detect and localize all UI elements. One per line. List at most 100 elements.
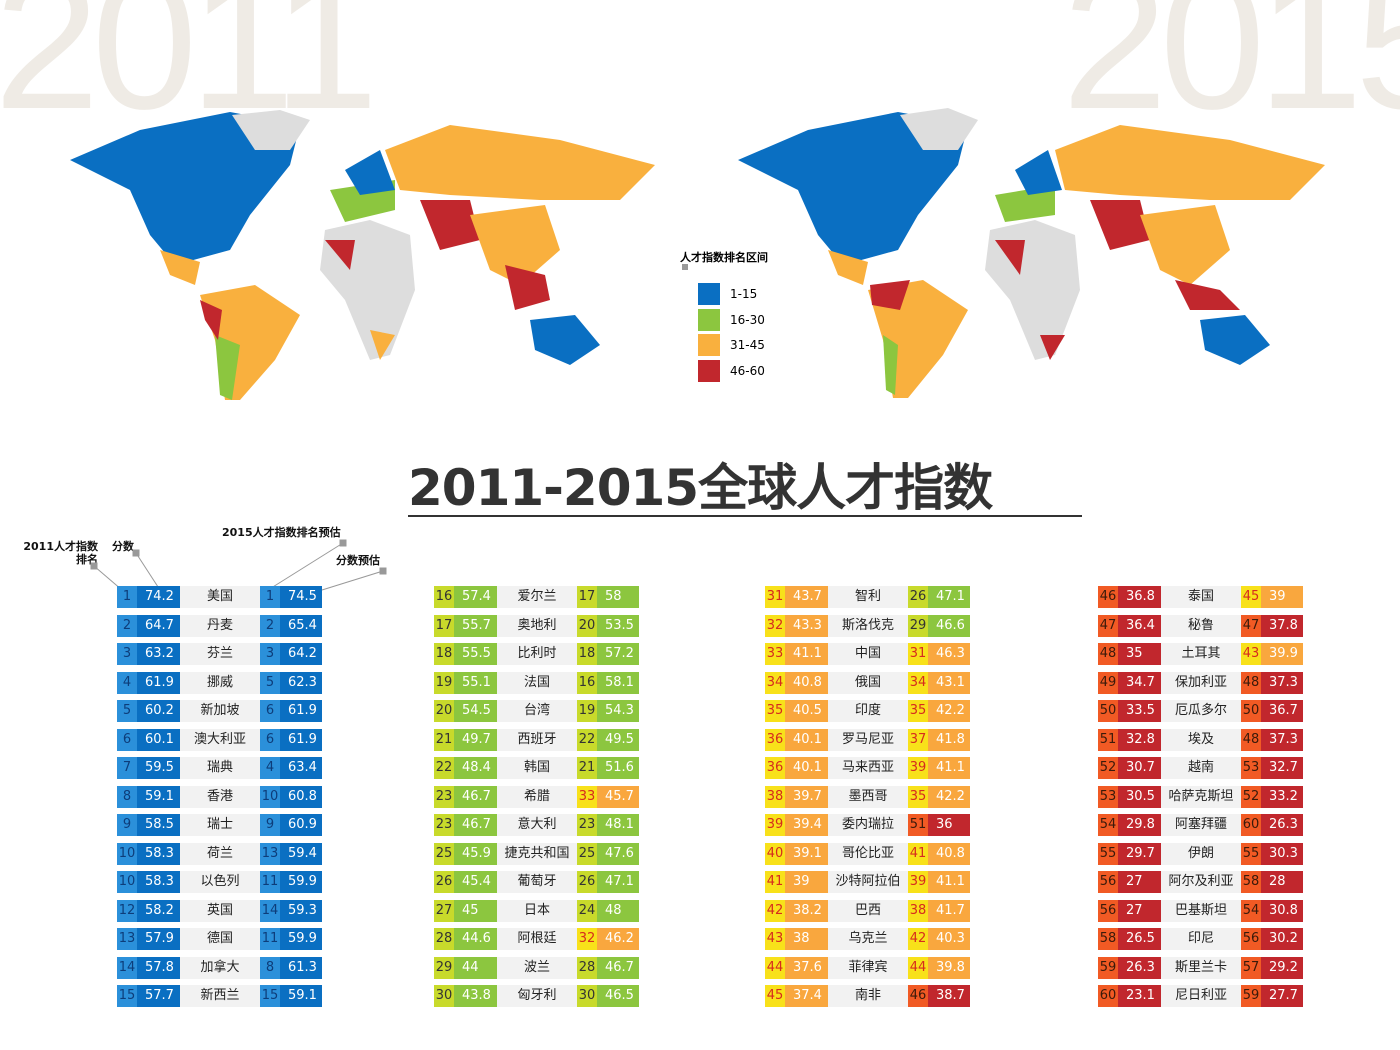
- score-2015: 59.9: [280, 871, 322, 893]
- country: 德国: [180, 928, 260, 950]
- score-2015: 51.6: [597, 757, 639, 779]
- score-2015: 28: [1261, 871, 1303, 893]
- rank-2011: 13: [117, 928, 137, 950]
- score-2011: 46.7: [454, 785, 497, 808]
- column-label: 2015人才指数排名预估: [222, 526, 341, 539]
- rank-2015: 13: [260, 842, 280, 865]
- rank-2011: 19: [434, 671, 454, 694]
- rank-2015: 37: [908, 728, 928, 751]
- rank-2011: 20: [434, 700, 454, 722]
- rank-2011: 53: [1098, 785, 1118, 808]
- country: 爱尔兰: [497, 586, 577, 608]
- score-2011: 23.1: [1118, 985, 1161, 1007]
- rank-2011: 3: [117, 643, 137, 665]
- score-2015: 62.3: [280, 671, 322, 694]
- score-2011: 57.7: [137, 985, 180, 1007]
- score-2015: 59.1: [280, 985, 322, 1007]
- score-2015: 37.8: [1261, 614, 1303, 637]
- rank-2011: 52: [1098, 757, 1118, 779]
- score-2011: 36.4: [1118, 614, 1161, 637]
- legend-label: 1-15: [730, 287, 758, 301]
- rank-2011: 10: [117, 842, 137, 865]
- score-2011: 45: [454, 899, 497, 922]
- rank-2011: 32: [765, 614, 785, 637]
- score-2011: 54.5: [454, 700, 497, 722]
- country: 巴西: [828, 899, 908, 922]
- rank-2011: 42: [765, 899, 785, 922]
- score-2015: 60.9: [280, 814, 322, 836]
- country: 罗马尼亚: [828, 728, 908, 751]
- score-2011: 40.8: [785, 671, 828, 694]
- rank-2015: 57: [1241, 956, 1261, 979]
- score-2011: 27: [1118, 871, 1161, 893]
- country: 厄瓜多尔: [1161, 700, 1241, 722]
- rank-2015: 55: [1241, 842, 1261, 865]
- country: 葡萄牙: [497, 871, 577, 893]
- score-2011: 38.2: [785, 899, 828, 922]
- score-2011: 32.8: [1118, 728, 1161, 751]
- score-2011: 44.6: [454, 928, 497, 950]
- score-2015: 64.2: [280, 643, 322, 665]
- rank-2011: 33: [765, 643, 785, 665]
- rank-2011: 2: [117, 614, 137, 637]
- rank-2011: 40: [765, 842, 785, 865]
- country: 泰国: [1161, 586, 1241, 608]
- score-2015: 65.4: [280, 614, 322, 637]
- rank-2015: 30: [577, 985, 597, 1007]
- score-2011: 35: [1118, 643, 1161, 665]
- score-2011: 41.1: [785, 643, 828, 665]
- rank-2015: 9: [260, 814, 280, 836]
- rank-2011: 39: [765, 814, 785, 836]
- legend-label: 16-30: [730, 312, 765, 327]
- rank-2015: 10: [260, 785, 280, 808]
- country: 瑞士: [180, 814, 260, 836]
- score-2015: 61.9: [280, 728, 322, 751]
- rank-2015: 25: [577, 842, 597, 865]
- score-2011: 37.4: [785, 985, 828, 1007]
- score-2011: 43.8: [454, 985, 497, 1007]
- country: 挪威: [180, 671, 260, 694]
- rank-2015: 23: [577, 814, 597, 836]
- rank-2015: 22: [577, 728, 597, 751]
- country: 阿尔及利亚: [1161, 871, 1241, 893]
- score-2015: 43.1: [928, 671, 970, 694]
- score-2011: 48.4: [454, 757, 497, 779]
- rank-2011: 27: [434, 899, 454, 922]
- score-2015: 45.7: [597, 785, 639, 808]
- country: 瑞典: [180, 757, 260, 779]
- legend-swatch: [698, 308, 720, 331]
- rank-2015: 59: [1241, 985, 1261, 1007]
- score-2011: 60.1: [137, 728, 180, 751]
- country: 美国: [180, 586, 260, 608]
- rank-2015: 42: [908, 928, 928, 950]
- rank-2011: 34: [765, 671, 785, 694]
- rank-2011: 55: [1098, 842, 1118, 865]
- rank-2015: 2: [260, 614, 280, 637]
- score-2011: 26.3: [1118, 956, 1161, 979]
- score-2011: 45.4: [454, 871, 497, 893]
- score-2015: 30.3: [1261, 842, 1303, 865]
- rank-2015: 6: [260, 728, 280, 751]
- legend-swatch: [698, 283, 720, 305]
- rank-2011: 25: [434, 842, 454, 865]
- country: 哥伦比亚: [828, 842, 908, 865]
- rank-2011: 6: [117, 728, 137, 751]
- score-2015: 46.2: [597, 928, 639, 950]
- score-2011: 39: [785, 871, 828, 893]
- rank-2011: 23: [434, 785, 454, 808]
- country: 哈萨克斯坦: [1161, 785, 1241, 808]
- score-2015: 33.2: [1261, 785, 1303, 808]
- score-2011: 39.7: [785, 785, 828, 808]
- rank-2015: 11: [260, 928, 280, 950]
- score-2015: 59.4: [280, 842, 322, 865]
- rank-2011: 48: [1098, 643, 1118, 665]
- score-2011: 30.5: [1118, 785, 1161, 808]
- rank-2011: 7: [117, 757, 137, 779]
- score-2015: 61.9: [280, 700, 322, 722]
- rank-2011: 59: [1098, 956, 1118, 979]
- score-2011: 30.7: [1118, 757, 1161, 779]
- country: 法国: [497, 671, 577, 694]
- rank-2011: 50: [1098, 700, 1118, 722]
- score-2015: 37.3: [1261, 671, 1303, 694]
- country: 加拿大: [180, 956, 260, 979]
